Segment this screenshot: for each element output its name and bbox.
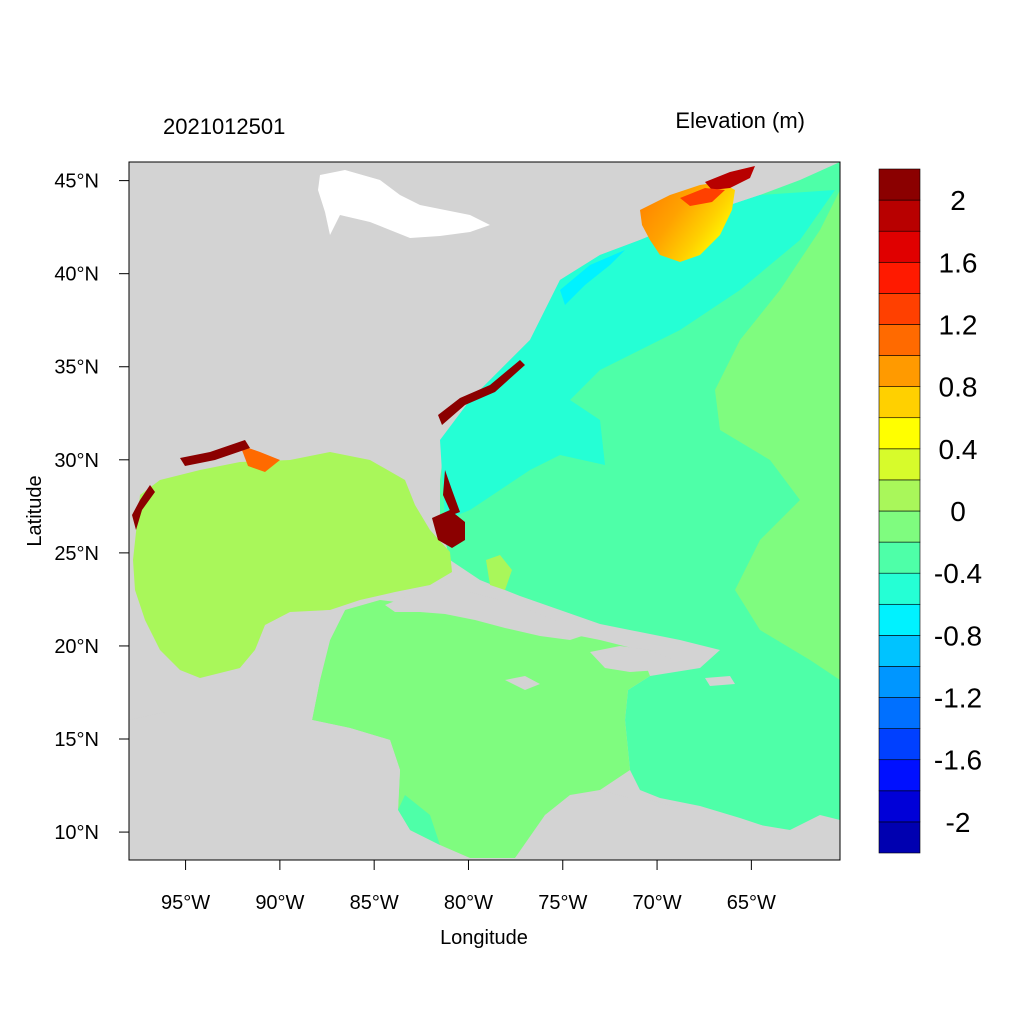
colorbar-segment: [878, 510, 921, 543]
colorbar-segment: [878, 479, 921, 512]
colorbar: 2 1.6 1.2 0.8 0.4 0 -0.4 -0.8 -1.2 -1.6 -2: [878, 168, 982, 854]
louisiana-coast-high: [240, 445, 280, 472]
colorbar-label: 0: [950, 496, 966, 527]
caribbean-coastal-low: [398, 795, 440, 845]
x-tick-label: 65°W: [727, 892, 776, 914]
variable-title: Elevation (m): [675, 108, 805, 133]
colorbar-segment: [878, 386, 921, 419]
colorbar-segment: [878, 324, 921, 356]
colorbar-segment: [878, 728, 921, 761]
y-tick-label: 25°N: [54, 543, 99, 565]
map-border: [128, 161, 841, 861]
colorbar-segment: [878, 417, 921, 450]
colorbar-segment: [878, 293, 921, 325]
colorbar-label: -2: [946, 807, 971, 838]
map-panel: [129, 162, 840, 860]
x-tick-label: 70°W: [633, 892, 682, 914]
continental-shelf-region: [440, 190, 835, 520]
x-tick-label: 80°W: [444, 892, 493, 914]
y-tick-label: 40°N: [54, 264, 99, 286]
x-axis-label: Longitude: [440, 927, 528, 949]
colorbar-label: -0.8: [934, 620, 982, 651]
colorbar-segment: [878, 697, 921, 729]
x-axis: 95°W 90°W 85°W 80°W 75°W 70°W 65°W: [161, 860, 776, 914]
x-tick-label: 85°W: [350, 892, 399, 914]
y-tick-label: 20°N: [54, 636, 99, 658]
y-tick-label: 30°N: [54, 450, 99, 472]
x-tick-label: 75°W: [538, 892, 587, 914]
colorbar-label: 1.2: [939, 309, 978, 340]
y-tick-label: 45°N: [54, 171, 99, 193]
y-tick-label: 15°N: [54, 729, 99, 751]
y-tick-label: 10°N: [54, 822, 99, 844]
colorbar-segment: [878, 666, 921, 698]
colorbar-segment: [878, 168, 921, 201]
y-tick-label: 35°N: [54, 357, 99, 379]
colorbar-label: 0.4: [939, 434, 978, 465]
mid-atlantic-bight-low: [560, 250, 625, 305]
colorbar-segment: [878, 230, 921, 263]
x-tick-label: 95°W: [161, 892, 210, 914]
y-axis-label: Latitude: [24, 475, 46, 546]
colorbar-segment: [878, 790, 921, 823]
x-tick-label: 90°W: [255, 892, 304, 914]
colorbar-label: 2: [950, 185, 966, 216]
colorbar-label: 0.8: [939, 372, 978, 403]
gulf-coast-dark-high: [180, 440, 250, 466]
colorbar-label: -0.4: [934, 558, 982, 589]
colorbar-label: 1.6: [939, 247, 978, 278]
colorbar-label: -1.2: [934, 683, 982, 714]
y-axis: 45°N 40°N 35°N 30°N 25°N 20°N 15°N 10°N: [54, 171, 129, 844]
colorbar-segment: [878, 572, 921, 605]
atlantic-east-band: [715, 190, 840, 680]
caribbean-west-region: [312, 600, 650, 858]
jamaica-land: [505, 676, 540, 690]
colorbar-segment: [878, 603, 921, 636]
colorbar-segment: [878, 759, 921, 792]
great-lakes: [318, 170, 490, 238]
colorbar-segment: [878, 541, 921, 574]
colorbar-segment: [878, 821, 921, 854]
bahamas-banks: [486, 555, 512, 590]
colorbar-segment: [878, 635, 921, 667]
central-america-land: [129, 610, 430, 858]
florida-east-coast-high: [443, 470, 460, 515]
colorbar-label: -1.6: [934, 745, 982, 776]
south-florida-high: [432, 510, 465, 548]
colorbar-segment: [878, 448, 921, 481]
puerto-rico-land: [705, 676, 735, 686]
colorbar-segment: [878, 261, 921, 294]
colorbar-segment: [878, 355, 921, 387]
maine-coast-high: [680, 188, 725, 206]
bay-of-fundy-high: [705, 166, 755, 190]
hispaniola-land: [590, 646, 675, 672]
gulf-of-mexico-region: [133, 452, 452, 678]
south-america-land: [430, 790, 840, 860]
carolina-coast-high: [438, 360, 525, 425]
date-title: 2021012501: [163, 114, 285, 139]
colorbar-segment: [878, 199, 921, 232]
texas-coast-high: [132, 485, 155, 530]
cuba-land: [385, 590, 585, 640]
